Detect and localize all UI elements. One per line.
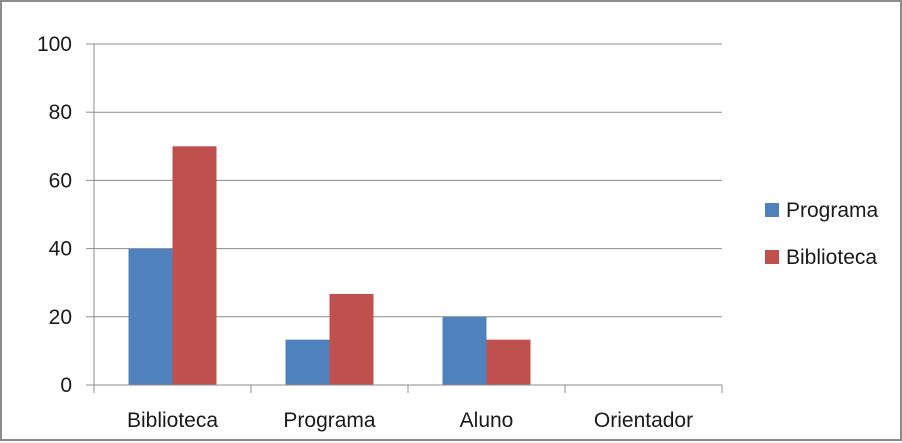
axes <box>93 44 723 393</box>
bar-programa-aluno <box>442 316 487 385</box>
x-category-label: Programa <box>283 409 376 432</box>
bar-biblioteca-programa <box>329 293 374 385</box>
y-tick-label: 0 <box>60 374 72 397</box>
y-tick-label: 60 <box>49 169 72 192</box>
bars <box>128 146 531 385</box>
legend-label-programa: Programa <box>786 199 879 222</box>
legend: Programa Biblioteca <box>765 199 879 269</box>
bar-programa-programa <box>285 339 330 385</box>
bar-biblioteca-biblioteca <box>172 146 217 385</box>
y-tick-label: 40 <box>49 238 72 261</box>
y-axis-ticks: 0 20 40 60 80 100 <box>37 33 94 397</box>
x-axis-labels: Biblioteca Programa Aluno Orientador <box>127 409 693 432</box>
bar-programa-biblioteca <box>128 248 173 385</box>
legend-label-biblioteca: Biblioteca <box>786 246 877 269</box>
legend-swatch-biblioteca <box>765 250 779 264</box>
x-category-label: Orientador <box>594 409 693 432</box>
bar-biblioteca-aluno <box>486 339 531 385</box>
x-category-label: Biblioteca <box>127 409 218 432</box>
x-category-label: Aluno <box>460 409 514 432</box>
y-tick-label: 100 <box>37 33 72 56</box>
legend-swatch-programa <box>765 203 779 217</box>
y-tick-label: 80 <box>49 101 72 124</box>
y-tick-label: 20 <box>49 306 72 329</box>
